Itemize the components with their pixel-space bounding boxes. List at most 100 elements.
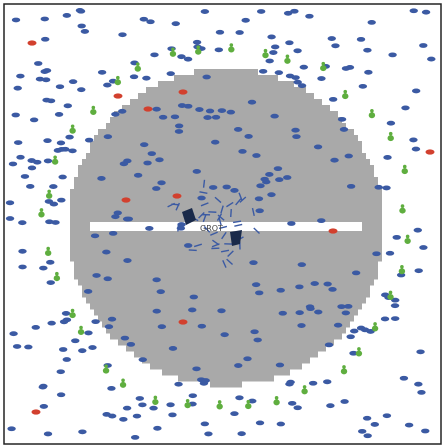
green-agent [273,396,280,406]
blue-agent [183,56,193,62]
blue-agent [274,70,284,76]
blue-agent [285,381,294,387]
blue-agent [166,402,175,408]
blue-agent [31,324,40,330]
player-unit-right[interactable] [230,230,242,246]
disc-strip [74,177,378,184]
blue-agent [323,281,332,287]
blue-agent [46,98,56,104]
blue-agent [293,405,302,411]
blue-agent [20,174,30,179]
blue-agent [152,106,161,112]
blue-agent [35,76,45,82]
green-agent [371,322,379,332]
green-agent [45,189,53,199]
blue-agent [333,322,343,328]
green-agent [216,400,223,410]
blue-agent [390,303,400,309]
cluster-dash [171,203,180,206]
blue-agent [118,108,127,114]
player-unit-left[interactable] [182,208,196,225]
blue-agent [270,113,279,119]
disc-strip [130,99,322,106]
blue-agent [56,392,66,398]
blue-agent [108,230,118,236]
blue-agent [362,415,372,421]
blue-agent [358,83,368,89]
blue-agent [258,68,268,74]
blue-agent [413,227,422,233]
blue-agent [113,210,122,216]
cluster-dash [232,220,242,224]
blue-agent [252,153,261,158]
blue-agent [122,216,132,222]
blue-agent [208,185,218,190]
blue-agent [132,413,142,419]
blue-agent [18,220,27,226]
blue-agent [230,188,239,193]
green-agent [301,385,308,395]
blue-agent [84,330,93,336]
cluster-dash [199,191,208,194]
blue-agent [237,431,246,437]
blue-agent [255,290,264,296]
blue-agent [192,169,202,174]
blue-agent [283,175,292,180]
cluster-dash [210,231,218,236]
cluster-dash [214,196,222,204]
blue-agent [41,36,50,42]
blue-agent [195,107,204,112]
blue-agent [269,50,278,55]
cluster-dash [198,212,205,219]
green-agent [228,43,235,53]
blue-agent [111,111,120,117]
blue-agent [120,335,130,341]
cluster-dash [202,214,207,223]
blue-agent [153,425,162,431]
blue-agent [256,183,265,189]
blue-agent [197,323,207,329]
blue-agent [63,103,73,109]
blue-agent [285,73,295,79]
red-agent [172,193,182,199]
blue-agent [177,54,186,60]
blue-agent [260,176,269,182]
green-agent [320,61,327,72]
disc-strip [114,111,338,118]
disc-strip [90,147,362,154]
blue-agent [313,144,323,150]
blue-agent [13,85,22,91]
blue-agent [44,199,54,204]
disc-strip [150,363,302,370]
blue-agent [220,332,229,338]
center-cluster [167,179,260,268]
blue-agent [203,115,212,120]
blue-agent [88,345,97,350]
green-agent [340,365,348,375]
blue-agent [91,319,100,325]
blue-agent [201,378,210,383]
blue-agent [174,129,184,134]
blue-agent [295,284,304,290]
blue-agent [188,307,197,313]
disc-strip [102,321,350,328]
cluster-dash [188,249,197,252]
cluster-dash [227,250,234,257]
blue-agent [103,276,112,282]
disc-strip [82,291,370,298]
disc-strip [178,375,274,382]
disc-strip [74,273,378,280]
blue-agent [68,148,77,154]
blue-agent [18,248,27,254]
green-agent [114,75,122,86]
blue-agent [103,134,113,140]
blue-agent [401,105,410,111]
blue-agent [77,87,86,93]
green-agent [404,234,411,244]
blue-agent [217,308,226,314]
disc-strip [134,351,318,358]
cluster-dash [230,208,232,218]
blue-agent [157,324,167,330]
